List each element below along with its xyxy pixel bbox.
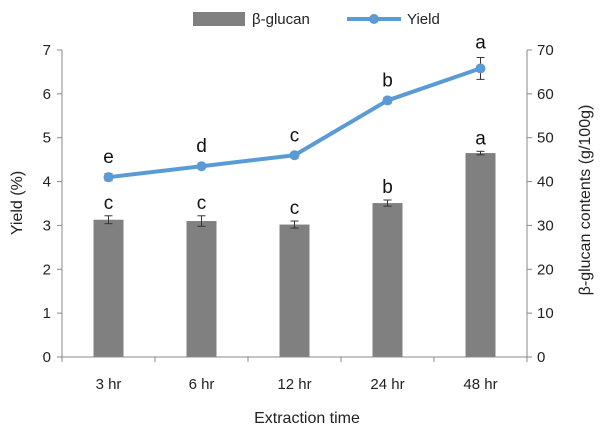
y-axis-title: Yield (%) bbox=[9, 171, 26, 235]
line-significance-label: e bbox=[103, 147, 114, 168]
line-significance-label: c bbox=[290, 125, 300, 146]
y2-tick-label: 50 bbox=[537, 130, 554, 147]
legend-swatch-beta-glucan bbox=[193, 12, 245, 26]
line-point bbox=[382, 95, 393, 106]
y-tick-label: 3 bbox=[43, 217, 51, 234]
y2-axis-title: β-glucan contents (g/100g) bbox=[577, 105, 594, 296]
y2-tick-label: 0 bbox=[537, 349, 545, 366]
bar-significance-label: c bbox=[290, 198, 300, 219]
bar-series: c c c b a bbox=[93, 128, 496, 357]
x-axis-title: Extraction time bbox=[254, 410, 360, 427]
line-point bbox=[289, 150, 300, 161]
bar bbox=[465, 153, 496, 357]
line-point bbox=[196, 161, 207, 172]
y2-tick-label: 10 bbox=[537, 305, 554, 322]
bar bbox=[93, 219, 124, 357]
bar-significance-label: b bbox=[382, 177, 393, 198]
bar bbox=[186, 221, 217, 357]
y2-tick-label: 70 bbox=[537, 42, 554, 59]
y-tick-label: 2 bbox=[43, 261, 51, 278]
yield-line bbox=[108, 66, 482, 180]
y2-tick-label: 20 bbox=[537, 261, 554, 278]
x-tick-label: 6 hr bbox=[189, 376, 215, 393]
legend-label-beta-glucan: β-glucan bbox=[252, 11, 310, 28]
legend: β-glucan Yield bbox=[193, 11, 440, 28]
line-significance-label: b bbox=[382, 70, 393, 91]
bar-significance-label: c bbox=[104, 193, 114, 214]
y-tick-label: 6 bbox=[43, 86, 51, 103]
x-tick-label: 3 hr bbox=[96, 376, 122, 393]
bar bbox=[279, 224, 310, 357]
x-tick-label: 24 hr bbox=[370, 376, 404, 393]
y-tick-label: 4 bbox=[43, 174, 51, 191]
legend-swatch-yield-marker bbox=[369, 14, 379, 24]
bar-significance-label: c bbox=[197, 193, 207, 214]
y-tick-label: 5 bbox=[43, 130, 51, 147]
y2-tick-label: 40 bbox=[537, 174, 554, 191]
line-significance-label: d bbox=[196, 136, 207, 157]
y-tick-label: 0 bbox=[43, 349, 51, 366]
line-series: e d c b a bbox=[103, 32, 486, 183]
y-tick-label: 7 bbox=[43, 42, 51, 59]
line-point bbox=[103, 172, 114, 183]
line-point bbox=[475, 63, 486, 74]
line-significance-label: a bbox=[475, 32, 486, 53]
legend-label-yield: Yield bbox=[407, 11, 440, 28]
x-tick-label: 48 hr bbox=[463, 376, 497, 393]
x-tick-label: 12 hr bbox=[277, 376, 311, 393]
y-tick-label: 1 bbox=[43, 305, 51, 322]
bar bbox=[372, 203, 403, 357]
bar-significance-label: a bbox=[475, 128, 486, 149]
y2-tick-label: 30 bbox=[537, 217, 554, 234]
y2-tick-label: 60 bbox=[537, 86, 554, 103]
